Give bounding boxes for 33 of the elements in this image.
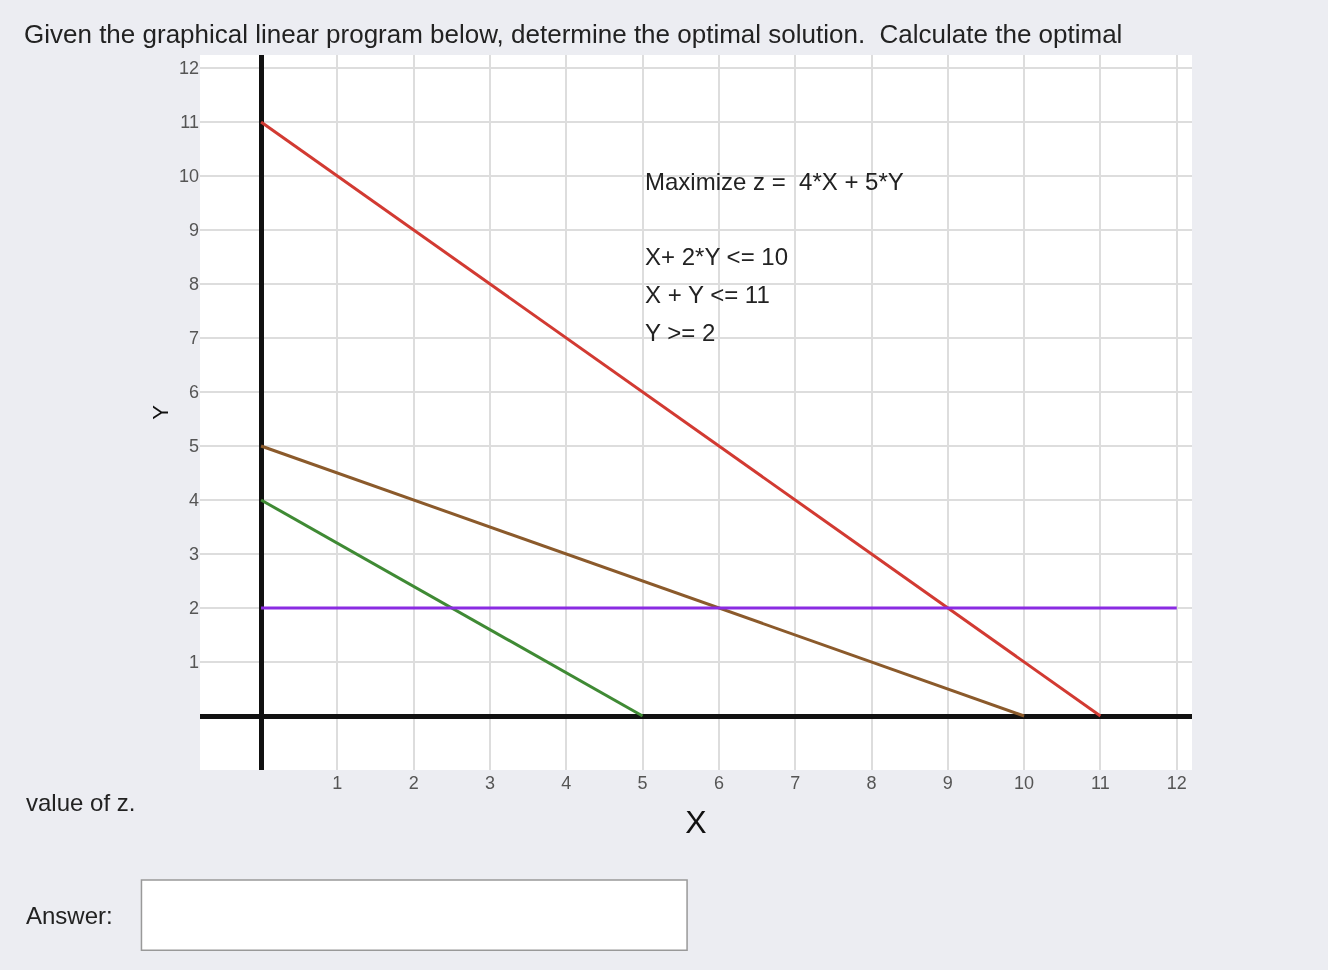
x-tick-label: 2 bbox=[408, 773, 419, 793]
annotation: X+ 2*Y <= 10 bbox=[645, 243, 789, 270]
y-tick-label: 12 bbox=[178, 58, 199, 79]
y-tick-label: 8 bbox=[188, 274, 199, 295]
text: Answer: bbox=[26, 902, 113, 929]
x-tick-label: 12 bbox=[1166, 773, 1187, 793]
y-tick-label: 6 bbox=[188, 382, 199, 403]
chart-title: Given the graphical linear program below, determine the optimal solution. Calculate the optimal bbox=[24, 19, 1123, 50]
y-tick-label: 2 bbox=[188, 598, 199, 619]
x-tick-label: 1 bbox=[332, 773, 343, 793]
y-tick-label: 5 bbox=[188, 436, 199, 457]
x-tick-label: 6 bbox=[713, 773, 724, 793]
x-tick-label: 11 bbox=[1091, 773, 1110, 793]
annotation: Maximize z = 4*X + 5*Y bbox=[645, 168, 904, 195]
y-tick-label: 9 bbox=[188, 220, 199, 241]
x-tick-label: 3 bbox=[484, 773, 495, 793]
x-tick-label: 7 bbox=[790, 773, 801, 793]
x-tick-label: 8 bbox=[866, 773, 877, 793]
x-tick-label: 4 bbox=[561, 773, 572, 793]
text: value of z. bbox=[26, 789, 136, 816]
y-tick-label: 3 bbox=[188, 544, 199, 565]
annotation: Y >= 2 bbox=[645, 319, 716, 346]
y-tick-label: 7 bbox=[188, 328, 199, 349]
y-tick-label: 10 bbox=[178, 166, 199, 187]
y-tick-label: 1 bbox=[188, 652, 199, 673]
y-tick-label: 4 bbox=[188, 490, 199, 511]
y-axis-title: Y bbox=[147, 404, 173, 420]
annotation: X + Y <= 11 bbox=[645, 281, 770, 308]
x-tick-label: 10 bbox=[1014, 773, 1035, 793]
x-tick-label: 9 bbox=[942, 773, 953, 793]
x-axis-title: X bbox=[685, 803, 707, 840]
x-tick-label: 5 bbox=[637, 773, 648, 793]
y-tick-label: 11 bbox=[180, 112, 199, 133]
